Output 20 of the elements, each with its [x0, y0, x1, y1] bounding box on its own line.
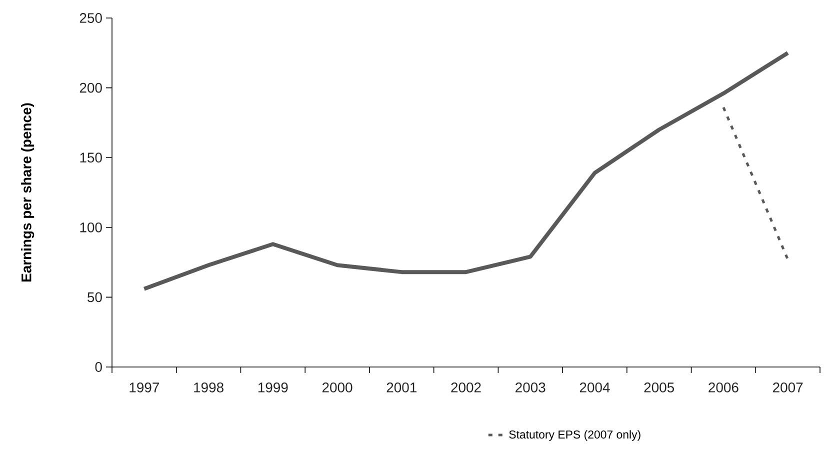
- x-tick-label: 2003: [516, 382, 546, 392]
- x-tick-label: 2001: [386, 382, 416, 392]
- y-tick-label: 150: [80, 152, 102, 163]
- y-tick-label: 200: [80, 82, 102, 93]
- x-tick-label: 2006: [708, 382, 738, 392]
- y-axis-title: Earnings per share (pence): [21, 103, 34, 282]
- x-tick-label: 1999: [258, 382, 288, 392]
- x-tick-label: 2002: [451, 382, 481, 392]
- y-tick-label: 250: [80, 13, 102, 23]
- y-tick-label: 100: [80, 222, 102, 232]
- x-tick-label: 2004: [580, 382, 610, 392]
- legend-label: Statutory EPS (2007 only): [509, 430, 640, 441]
- y-tick-label: 50: [88, 292, 102, 302]
- x-tick-label: 1998: [194, 382, 224, 392]
- x-tick-label: 2000: [322, 382, 352, 392]
- x-tick-label: 1997: [130, 382, 159, 392]
- x-tick-label: 2007: [773, 382, 803, 392]
- x-tick-label: 2005: [644, 382, 674, 392]
- y-tick-label: 0: [95, 362, 102, 372]
- line-series: [142, 50, 790, 291]
